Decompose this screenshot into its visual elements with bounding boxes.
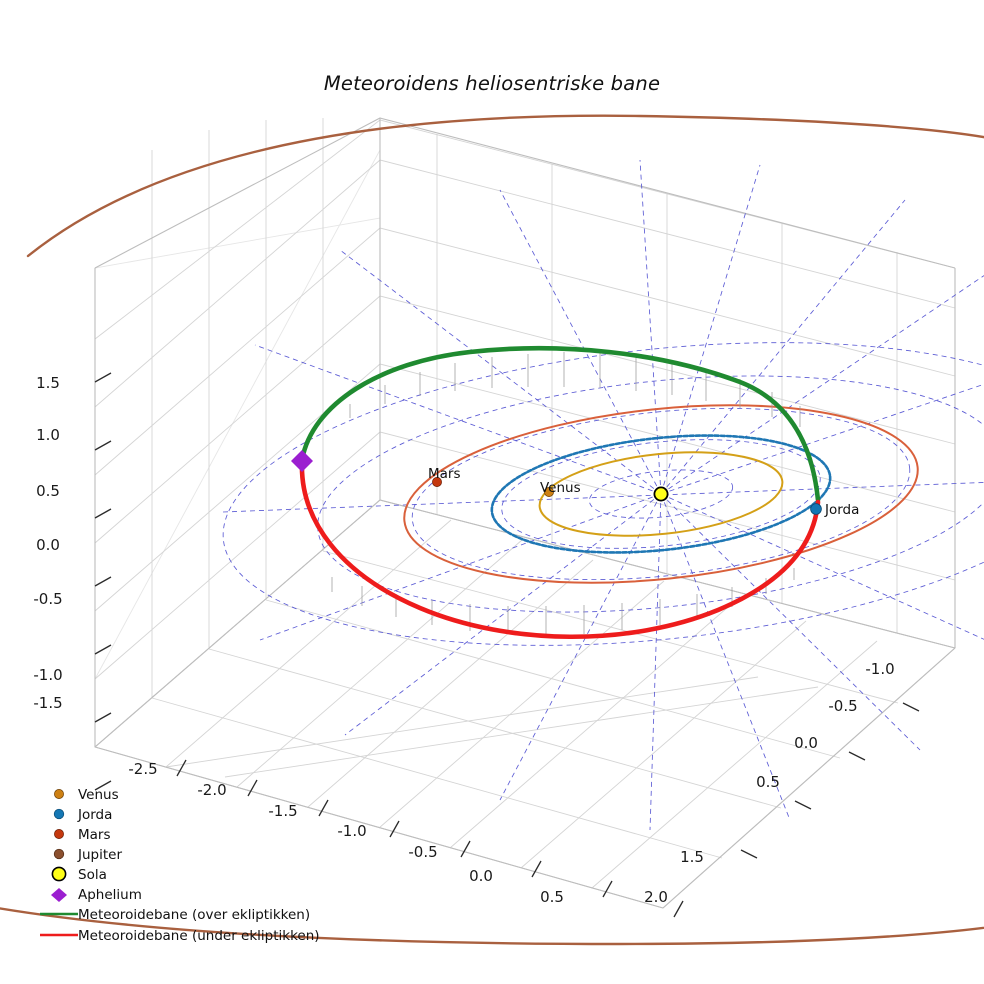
- z-tick-3: 0.0: [36, 536, 60, 554]
- diamond-marker-icon: [51, 888, 67, 902]
- x-tick-1: -2.0: [197, 781, 226, 799]
- body-labels: Mars Venus Jorda: [428, 466, 859, 518]
- aphelium-marker: [291, 450, 313, 472]
- legend-item-5[interactable]: Aphelium: [51, 887, 142, 903]
- circle-marker-icon: [53, 808, 65, 820]
- y-tick-3: 0.5: [756, 773, 780, 791]
- left-wall-lines: [94, 118, 381, 748]
- page-title: Meteoroidens heliosentriske bane: [323, 72, 661, 95]
- legend-label-1: Jorda: [77, 807, 112, 823]
- x-tick-5: 0.0: [469, 867, 493, 885]
- jorda-marker: [810, 503, 822, 515]
- legend-item-0[interactable]: Venus: [54, 787, 119, 803]
- polar-spokes: [222, 159, 984, 831]
- x-tick-0: -2.5: [128, 760, 157, 778]
- sola-marker: [653, 486, 669, 502]
- legend-label-0: Venus: [78, 787, 119, 803]
- axes-spines: [94, 117, 956, 909]
- left-wall-grid: [94, 149, 381, 748]
- circle-marker-icon: [54, 829, 64, 839]
- axes-panes: [94, 117, 956, 909]
- x-tick-3: -1.0: [337, 822, 366, 840]
- legend-label-3: Jupiter: [77, 847, 122, 863]
- legend-label-2: Mars: [78, 827, 111, 843]
- planet-orbits: [0, 114, 984, 946]
- x-tick-2: -1.5: [268, 802, 297, 820]
- z-tick-4: -0.5: [33, 590, 62, 608]
- y-tick-0: -1.0: [865, 660, 894, 678]
- z-tick-6: -1.5: [33, 694, 62, 712]
- body-markers: [291, 450, 822, 515]
- circle-marker-icon: [53, 848, 65, 860]
- legend-item-1[interactable]: Jorda: [53, 807, 112, 823]
- orbit-jorda: [490, 434, 832, 554]
- floor-lines-a: [94, 499, 956, 909]
- x-tick-4: -0.5: [408, 843, 437, 861]
- meteoroid-above-ecliptic: [299, 345, 821, 503]
- orbit-venus: [538, 451, 784, 537]
- y-tick-upper: 1.5: [680, 848, 704, 866]
- legend-item-6[interactable]: Meteoroidebane (over ekliptikken): [40, 907, 310, 923]
- orbit-jupiter-upper: [26, 114, 984, 258]
- label-venus: Venus: [540, 480, 581, 496]
- orbit-jupiter-lower: [0, 907, 984, 946]
- legend-label-6: Meteoroidebane (over ekliptikken): [78, 907, 310, 923]
- legend-item-3[interactable]: Jupiter: [53, 847, 122, 863]
- legend[interactable]: Venus Jorda Mars Jupiter Sola Aphelium: [40, 787, 320, 944]
- meteoroid-orbit: [299, 345, 821, 640]
- legend-item-4[interactable]: Sola: [51, 866, 107, 883]
- legend-label-4: Sola: [78, 867, 107, 883]
- floor-lines-b: [94, 499, 956, 909]
- polar-rings: [222, 342, 984, 646]
- venus-marker: [544, 487, 554, 497]
- legend-item-7[interactable]: Meteoroidebane (under ekliptikken): [40, 928, 320, 944]
- z-tick-2: 0.5: [36, 482, 60, 500]
- legend-label-7: Meteoroidebane (under ekliptikken): [78, 928, 320, 944]
- mars-marker: [432, 477, 442, 487]
- y-tick-1: -0.5: [828, 697, 857, 715]
- sun-marker-icon: [51, 866, 67, 882]
- orbit-mars: [403, 404, 919, 584]
- z-tick-0: 1.5: [36, 374, 60, 392]
- meteoroid-below-ecliptic: [299, 459, 821, 640]
- label-mars: Mars: [428, 466, 461, 482]
- circle-marker-icon: [54, 789, 64, 799]
- label-jorda: Jorda: [824, 502, 859, 518]
- legend-label-5: Aphelium: [78, 887, 142, 903]
- z-tick-5: -1.0: [33, 666, 62, 684]
- tick-marks: [94, 372, 920, 918]
- legend-item-2[interactable]: Mars: [54, 827, 111, 843]
- tick-labels: 1.5 1.0 0.5 0.0 -0.5 -1.0 -1.5 -2.5 -2.0…: [33, 374, 894, 906]
- floor-grid: [94, 499, 956, 909]
- z-tick-1: 1.0: [36, 426, 60, 444]
- x-tick-6: 0.5: [540, 888, 564, 906]
- y-tick-2: 0.0: [794, 734, 818, 752]
- x-tick-7: 2.0: [644, 888, 668, 906]
- polar-grid: [222, 159, 984, 831]
